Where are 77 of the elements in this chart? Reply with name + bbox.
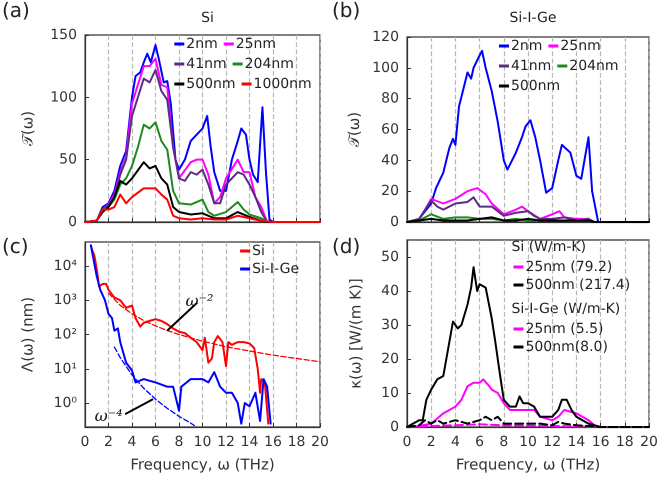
y-tick-label: 10³ <box>54 292 77 308</box>
legend-label: 41nm <box>186 56 227 72</box>
x-tick-label: 10 <box>519 434 537 450</box>
text: (b) <box>332 0 360 22</box>
legend-label: 500nm (217.4) <box>525 277 630 293</box>
legend-label: 25nm (79.2) <box>525 259 612 275</box>
text: (a) <box>2 0 30 22</box>
x-axis-title: Frequency, ω (THz) <box>456 456 600 474</box>
x-tick-label: 2 <box>104 434 113 450</box>
y-tick-label: 50 <box>381 249 399 265</box>
x-tick-label: 8 <box>499 434 508 450</box>
x-tick-label: 10 <box>194 434 212 450</box>
annotation: ω⁻² <box>185 291 214 310</box>
y-tick-label: 0 <box>390 214 399 230</box>
x-tick-label: 6 <box>475 434 484 450</box>
legend-label: 41nm <box>510 58 552 74</box>
text: (c) <box>2 234 29 258</box>
y-axis-title: Λ(ω) (nm) <box>18 296 36 372</box>
y-tick-label: 20 <box>381 351 399 367</box>
y-tick-label: 40 <box>381 283 399 299</box>
x-tick-label: 18 <box>616 434 634 450</box>
chart-title: Si-I-Ge <box>510 10 556 26</box>
legend-label: Si <box>252 243 265 259</box>
legend-label: 25nm <box>560 38 601 54</box>
y-tick-label: 80 <box>381 90 399 107</box>
legend-label: 204nm <box>244 56 294 72</box>
annotation: ω⁻⁴ <box>94 406 123 426</box>
y-tick-label: 0 <box>390 419 399 435</box>
x-tick-label: 4 <box>128 434 137 450</box>
x-tick-label: 2 <box>426 434 436 450</box>
x-tick-label: 12 <box>543 434 562 450</box>
y-tick-label: 100 <box>50 89 77 106</box>
legend-label: 25nm (5.5) <box>525 321 604 337</box>
legend-label: 500nm <box>186 76 236 92</box>
y-tick-label: 10⁴ <box>54 258 78 274</box>
y-tick-label: 100 <box>372 60 399 76</box>
y-tick-label: 50 <box>59 152 77 168</box>
y-tick-label: 60 <box>381 122 399 138</box>
x-tick-label: 20 <box>640 434 658 450</box>
y-tick-label: 10² <box>54 326 77 342</box>
legend-label: Si-I-Ge <box>252 261 300 277</box>
legend-label: 25nm <box>236 36 276 52</box>
legend-label: 204nm <box>569 58 619 74</box>
x-tick-label: 14 <box>240 434 258 450</box>
y-axis-title: 𝒯(ω) <box>18 110 36 146</box>
x-tick-label: 4 <box>450 434 460 450</box>
annotation: Si-I-Ge (W/m-K) <box>511 301 620 317</box>
x-tick-label: 6 <box>151 434 160 450</box>
legend-label: 500nm <box>510 78 560 94</box>
y-axis-title: κ(ω) [W/(m K)] <box>346 278 364 389</box>
text: (d) <box>332 234 360 258</box>
y-axis-title: 𝒯(ω) <box>344 112 363 148</box>
legend-label: 500nm(8.0) <box>525 339 608 355</box>
y-tick-label: 150 <box>50 27 77 43</box>
y-tick-label: 20 <box>381 183 399 200</box>
legend-label: 2nm <box>186 36 218 52</box>
chart-title: Si <box>201 10 214 26</box>
y-tick-label: 10⁰ <box>54 395 78 412</box>
y-tick-label: 0 <box>68 214 77 230</box>
x-tick-label: 0 <box>80 434 90 450</box>
legend-label: 1000nm <box>254 76 312 92</box>
x-axis-title: Frequency, ω (THz) <box>130 456 275 474</box>
x-tick-label: 16 <box>264 434 282 450</box>
annotation: Si (W/m-K) <box>511 239 586 255</box>
x-tick-label: 8 <box>174 434 184 450</box>
y-tick-label: 30 <box>381 317 399 333</box>
y-tick-label: 40 <box>381 152 399 168</box>
x-tick-label: 18 <box>288 434 306 450</box>
y-tick-label: 120 <box>372 29 399 45</box>
x-tick-label: 20 <box>311 434 329 450</box>
legend-label: 2nm <box>510 38 542 54</box>
x-tick-label: 0 <box>402 434 412 450</box>
x-tick-label: 12 <box>217 434 235 450</box>
x-tick-label: 14 <box>567 434 586 450</box>
x-tick-label: 16 <box>592 434 610 450</box>
y-tick-label: 10¹ <box>54 360 77 377</box>
y-tick-label: 10 <box>381 385 399 401</box>
